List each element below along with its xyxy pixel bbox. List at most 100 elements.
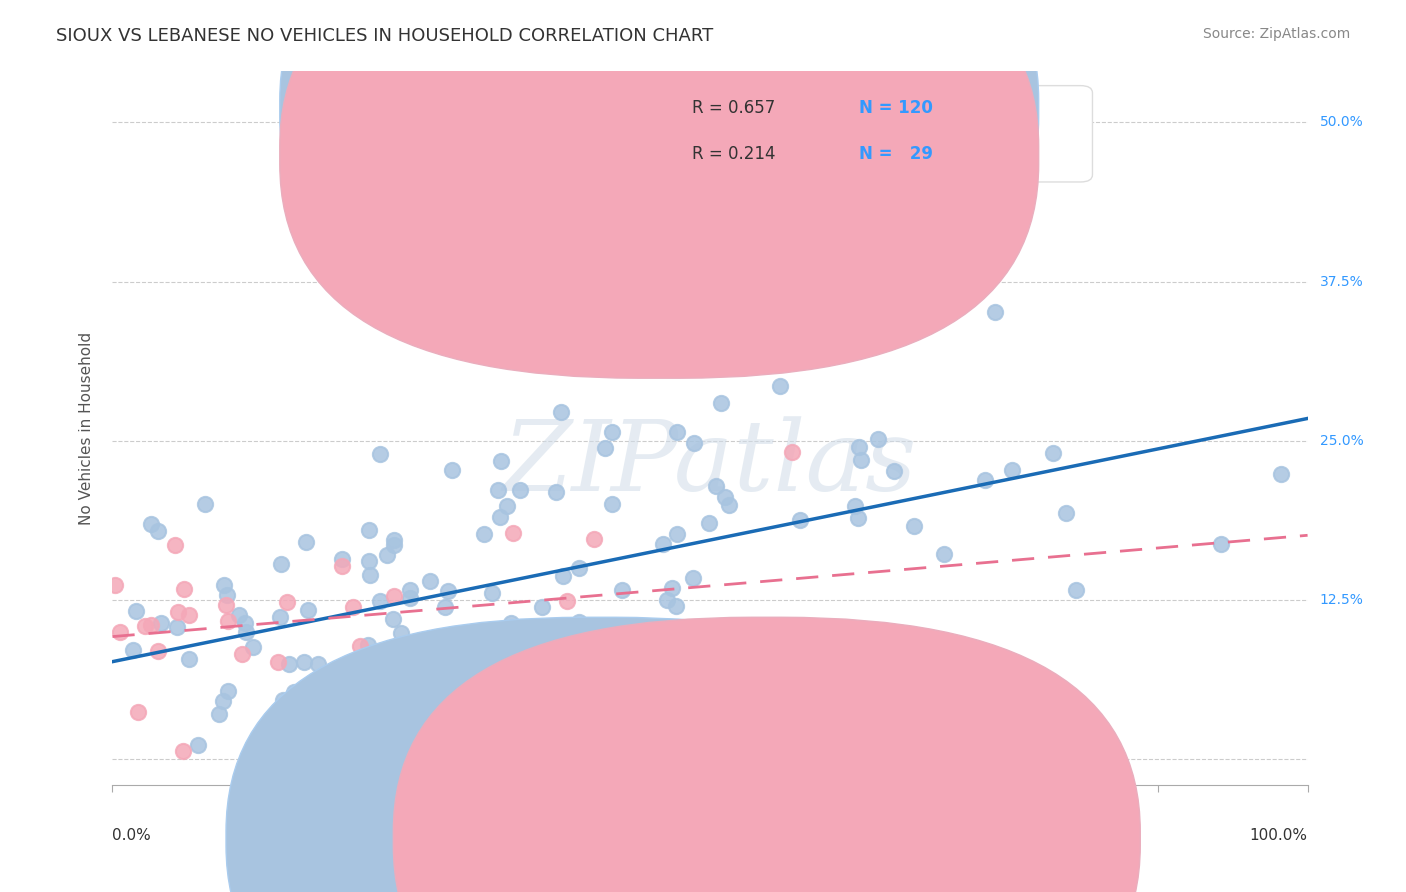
FancyBboxPatch shape [226,617,973,892]
Point [359,567,381,582]
Point [709,396,731,410]
Point [146,644,169,658]
Point [330,552,353,566]
Point [782,445,804,459]
Point [651,537,673,551]
Point [717,499,740,513]
Point [290,716,312,731]
Point [267,656,290,670]
Point [709,648,731,663]
Point [789,513,811,527]
FancyBboxPatch shape [280,0,1039,332]
Point [505,672,527,686]
Point [342,599,364,614]
Point [602,425,624,440]
Point [269,609,291,624]
Point [983,305,1005,319]
Point [1042,446,1064,460]
Text: ZIPatlas: ZIPatlas [503,417,917,511]
Point [271,693,294,707]
Point [270,557,292,571]
Point [665,527,688,541]
Text: 50.0%: 50.0% [1320,115,1364,129]
Point [436,584,458,599]
Point [600,497,623,511]
Point [491,454,513,468]
Point [179,652,201,666]
Text: Source: ZipAtlas.com: Source: ZipAtlas.com [1202,27,1350,41]
Text: R = 0.657: R = 0.657 [692,99,775,117]
Point [666,425,689,440]
Point [292,684,315,698]
Point [134,619,156,633]
Point [1001,463,1024,477]
FancyBboxPatch shape [614,86,1092,182]
Text: R = 0.214: R = 0.214 [692,145,776,163]
Point [235,624,257,639]
Point [503,637,526,651]
Point [434,600,457,615]
Text: SIOUX VS LEBANESE NO VEHICLES IN HOUSEHOLD CORRELATION CHART: SIOUX VS LEBANESE NO VEHICLES IN HOUSEHO… [56,27,713,45]
Point [583,657,606,671]
Point [530,599,553,614]
Point [330,559,353,574]
Text: 100.0%: 100.0% [1250,828,1308,843]
Point [266,708,288,723]
Point [846,510,869,524]
Point [416,658,439,673]
Point [172,744,194,758]
Point [215,599,238,613]
Point [283,685,305,699]
Point [307,657,329,671]
Point [217,614,239,628]
Point [322,703,344,717]
Point [381,612,404,626]
Point [846,629,869,643]
Point [512,721,534,735]
FancyBboxPatch shape [280,0,1039,378]
Point [489,510,512,524]
Point [440,713,463,727]
Point [382,533,405,547]
Point [544,485,567,500]
Point [166,605,188,619]
Point [472,527,495,541]
Point [104,578,127,592]
Point [177,608,200,623]
Point [567,561,589,575]
Point [194,496,217,510]
Point [349,639,371,653]
Point [496,499,519,513]
Text: 0.0%: 0.0% [112,828,152,843]
Point [883,464,905,478]
Point [426,662,449,676]
Text: 37.5%: 37.5% [1320,275,1364,289]
Point [173,582,195,596]
Text: N =   29: N = 29 [859,145,934,163]
Point [551,569,574,583]
Point [1209,537,1232,551]
Point [486,483,509,497]
Point [1054,506,1077,520]
Point [166,620,188,634]
Point [582,532,605,546]
Point [973,473,995,487]
Point [344,681,367,696]
Point [704,479,727,493]
Point [347,667,370,681]
Point [233,616,256,631]
Point [555,594,578,608]
Point [903,518,925,533]
Text: 12.5%: 12.5% [1320,593,1364,607]
Point [150,616,173,631]
Point [273,740,295,755]
Point [276,738,298,752]
Point [541,673,564,687]
Text: N = 120: N = 120 [859,99,934,117]
Text: Lebanese: Lebanese [782,842,855,857]
Point [593,441,616,455]
Point [276,595,298,609]
Point [440,644,463,658]
Point [868,433,890,447]
Point [295,534,318,549]
